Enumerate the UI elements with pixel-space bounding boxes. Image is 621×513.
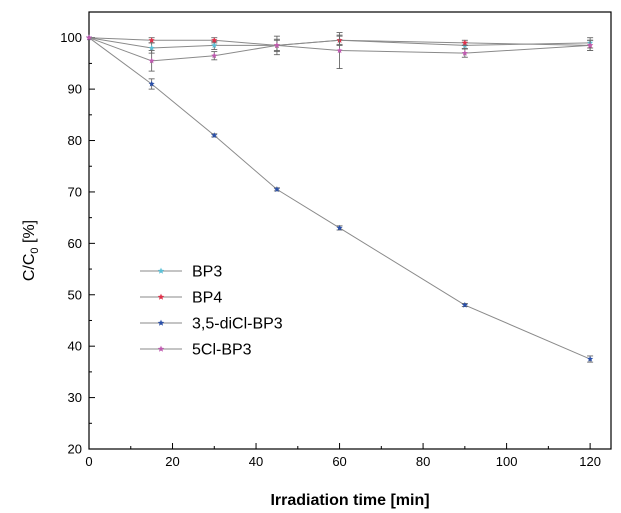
data-point (148, 37, 155, 43)
y-tick-label: 40 (68, 339, 82, 354)
data-point (211, 42, 218, 49)
legend-label: 5Cl-BP3 (192, 342, 252, 359)
data-point (461, 39, 468, 46)
y-axis-label-main: C/C (21, 254, 38, 282)
x-tick-label: 20 (165, 454, 179, 469)
plot-area (88, 11, 612, 450)
data-point (211, 37, 218, 43)
x-tick-label: 40 (249, 454, 263, 469)
data-point (273, 186, 280, 192)
y-axis-label-unit: [%] (21, 220, 38, 248)
data-point (85, 34, 93, 41)
x-tick-label: 80 (416, 454, 430, 469)
y-axis-label: C/C0 [%] (21, 220, 41, 281)
y-tick-label: 30 (68, 390, 82, 405)
legend-item: 3,5-diCl-BP3 (140, 316, 283, 333)
legend-label: BP3 (192, 264, 222, 281)
data-point (211, 52, 218, 59)
y-tick-label: 90 (68, 82, 82, 97)
data-point (336, 224, 343, 231)
legend-marker (157, 319, 165, 326)
data-point (148, 57, 155, 64)
x-tick-label: 120 (579, 454, 601, 469)
data-point (336, 47, 343, 54)
y-axis-ticks: 20 30 40 50 60 70 80 90 100 (60, 30, 95, 457)
legend-label: 3,5-diCl-BP3 (192, 316, 283, 333)
y-tick-label: 50 (68, 287, 82, 302)
legend-item: BP4 (140, 290, 222, 307)
series-line (88, 37, 591, 360)
data-point (273, 42, 280, 49)
x-axis-ticks: 0 20 40 60 80 100 120 (85, 443, 601, 469)
y-tick-label: 60 (68, 236, 82, 251)
x-tick-label: 60 (332, 454, 346, 469)
legend-marker (157, 345, 165, 352)
x-axis-label: Irradiation time [min] (270, 492, 429, 509)
x-tick-label: 0 (85, 454, 92, 469)
data-point (461, 49, 468, 56)
y-axis-label-sub: 0 (29, 247, 41, 253)
y-tick-label: 20 (68, 442, 82, 457)
series-layer (85, 32, 594, 363)
data-point (148, 80, 155, 87)
series-3-5-dicl-bp3 (85, 34, 594, 363)
axes-frame (88, 11, 612, 450)
data-point (587, 355, 594, 362)
series-5cl-bp3 (85, 32, 594, 72)
data-point (148, 44, 155, 51)
legend: BP3 BP4 3,5-diCl-BP3 5Cl-BP3 (140, 264, 283, 359)
legend-item: 5Cl-BP3 (140, 342, 252, 359)
y-tick-label: 80 (68, 133, 82, 148)
x-tick-label: 100 (496, 454, 518, 469)
legend-item: BP3 (140, 264, 222, 281)
data-point (587, 42, 594, 49)
legend-label: BP4 (192, 290, 222, 307)
y-tick-label: 100 (60, 30, 82, 45)
data-point (211, 132, 218, 138)
legend-marker (157, 293, 165, 300)
legend-marker (157, 267, 165, 274)
data-point (461, 301, 468, 308)
y-tick-label: 70 (68, 184, 82, 199)
